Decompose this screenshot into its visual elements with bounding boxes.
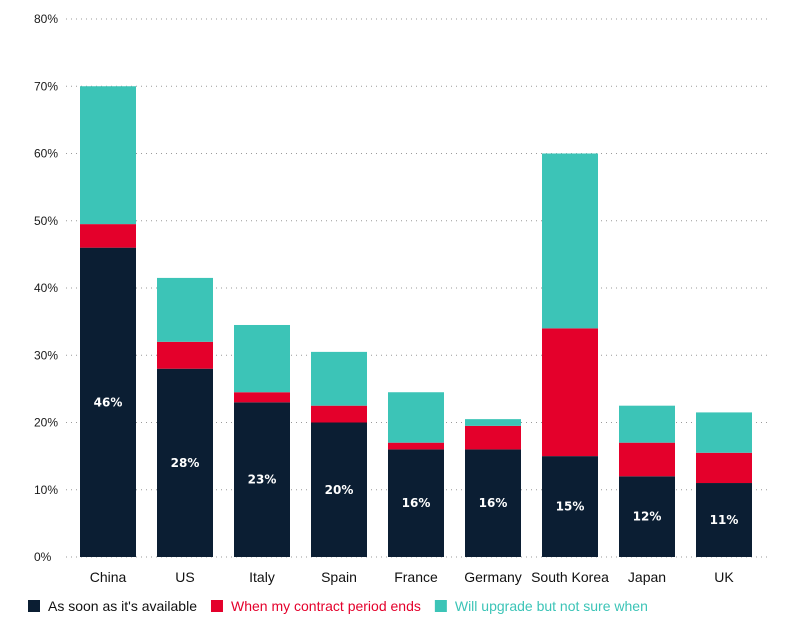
bars: 46% 28% 23% 20% 16% 16% 15% 12% 11% [80,86,752,557]
bar-value-label: 23% [248,473,277,487]
bar-value-label: 20% [325,483,354,497]
bar-segment [80,247,136,557]
bar-segment [465,449,521,557]
y-tick-label: 60% [34,147,58,161]
legend-swatch [210,600,223,612]
y-tick-label: 40% [34,281,58,295]
bar-segment [465,425,521,450]
y-tick-label: 0% [34,550,52,564]
bar-segment [311,405,367,423]
bar-value-label: 15% [556,500,585,514]
x-axis: China US Italy Spain France Germany South Kore… [90,569,735,585]
y-tick-label: 80% [34,12,58,26]
bar-segment [696,412,752,453]
bar-value-label: 12% [633,510,662,524]
x-category-label: Italy [249,569,275,585]
bar-segment [311,351,367,406]
x-category-label: US [175,569,194,585]
bar-value-label: 28% [171,456,200,470]
x-category-label: Spain [321,569,357,585]
bar-segment [388,442,444,450]
x-category-label: UK [714,569,734,585]
bar-value-label: 11% [710,513,739,527]
bar-segment [696,452,752,484]
bar-segment [619,405,675,443]
x-category-label: South Korea [531,569,609,585]
bar-segment [465,419,521,426]
y-tick-label: 20% [34,416,58,430]
bar-segment [542,153,598,329]
bar-segment [619,476,675,557]
bar-segment [234,402,290,557]
y-tick-label: 10% [34,483,58,497]
bar-segment [619,442,675,477]
y-tick-label: 50% [34,214,58,228]
bar-segment [80,86,136,225]
bar-segment [542,328,598,457]
legend-label: Will upgrade but not sure when [455,598,648,614]
bar-segment [311,422,367,557]
bar-segment [542,456,598,557]
legend-label: As soon as it's available [48,598,197,614]
bar-segment [234,392,290,403]
y-axis: 0% 10% 20% 30% 40% 50% 60% 70% 80% [34,12,58,564]
bar-segment [157,368,213,557]
bar-value-label: 46% [94,395,123,409]
legend-label: When my contract period ends [231,598,421,614]
x-category-label: France [394,569,438,585]
bar-segment [80,224,136,248]
bar-value-label: 16% [479,496,508,510]
x-category-label: China [90,569,127,585]
bar-value-label: 16% [402,496,431,510]
bar-segment [157,277,213,342]
x-category-label: Germany [464,569,522,585]
legend-swatch [434,600,447,612]
y-tick-label: 30% [34,348,58,362]
x-category-label: Japan [628,569,666,585]
bar-segment [388,449,444,557]
bar-segment [696,483,752,557]
y-tick-label: 70% [34,79,58,93]
bar-segment [234,324,290,393]
legend-swatch [28,600,40,612]
legend: As soon as it's available When my contrac… [28,598,648,614]
bar-segment [388,392,444,443]
bar-segment [157,341,213,369]
